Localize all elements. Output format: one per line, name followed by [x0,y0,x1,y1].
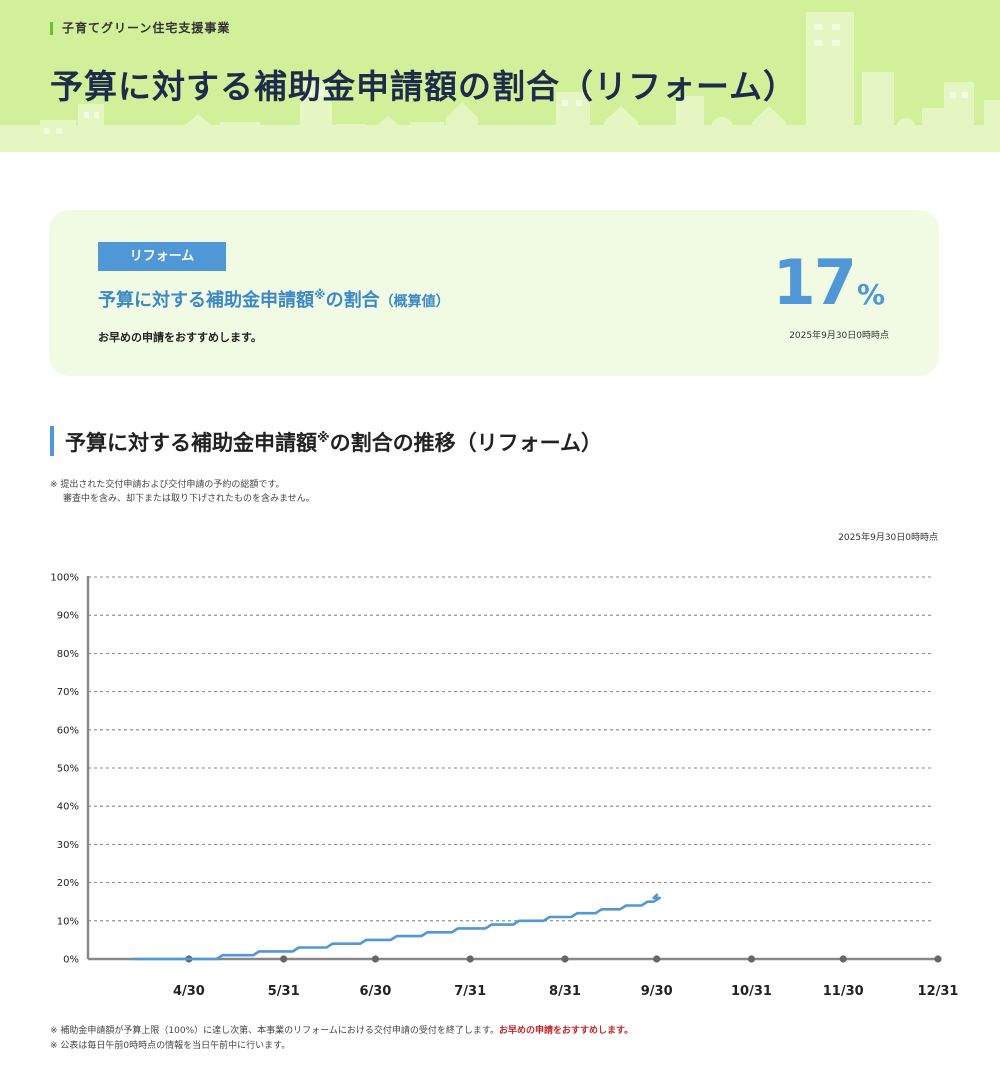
summary-heading-tail: の割合 [325,290,380,311]
x-tick-label: 10/31 [731,984,772,999]
summary-card: リフォーム 予算に対する補助金申請額※の割合（概算値） お早めの申請をおすすめし… [49,210,939,376]
x-tick-label: 6/30 [359,984,391,999]
x-tick-label: 5/31 [268,984,300,999]
footnote-line: ※ 公表は毎日午前0時時点の情報を当日午前中に行います。 [50,1041,291,1051]
footnote-warning: お早めの申請をおすすめします。 [498,1026,634,1036]
summary-heading: 予算に対する補助金申請額※の割合（概算値） [98,286,450,312]
x-tick-label: 12/31 [918,984,959,999]
ratio-value: 17% [773,246,885,319]
x-tick-marker [280,955,288,963]
x-tick-marker [466,955,474,963]
section-title-tail: の割合の推移（リフォーム） [329,431,603,455]
summary-as-of: 2025年9月30日0時時点 [789,331,889,341]
x-tick-label: 4/30 [173,984,205,999]
ratio-unit: % [856,278,885,311]
program-name: 子育てグリーン住宅支援事業 [50,22,230,35]
section-footnote-line: ※ 提出された交付申請および交付申請の予約の総額です。 [50,480,285,490]
summary-heading-main: 予算に対する補助金申請額 [98,290,314,311]
y-tick-label: 60% [57,725,79,736]
category-tag: リフォーム [98,242,226,271]
ratio-number: 17 [772,246,857,319]
series-line [133,893,661,961]
x-tick-marker [561,955,569,963]
y-tick-label: 30% [57,840,79,851]
x-tick-label: 8/31 [549,984,581,999]
y-tick-label: 90% [57,611,79,622]
x-tick-label: 9/30 [641,984,673,999]
y-tick-label: 50% [57,764,79,775]
x-tick-label: 7/31 [454,984,486,999]
page-footnotes: ※ 補助金申請額が予算上限（100%）に達し次第、本事業のリフォームにおける交付… [50,1024,633,1054]
y-tick-label: 10% [57,916,79,927]
y-tick-label: 70% [57,687,79,698]
summary-note: お早めの申請をおすすめします。 [98,331,262,344]
x-tick-marker [934,955,942,963]
y-tick-label: 20% [57,878,79,889]
x-tick-marker [839,955,847,963]
x-tick-label: 11/30 [823,984,864,999]
y-tick-label: 100% [50,573,79,584]
section-footnote: ※ 提出された交付申請および交付申請の予約の総額です。 審査中を含み、却下または… [50,478,315,506]
section-footnote-line: 審査中を含み、却下または取り下げされたものを含みません。 [63,494,315,504]
section-title-main: 予算に対する補助金申請額 [65,431,317,455]
x-tick-marker [747,955,756,963]
page-header: 子育てグリーン住宅支援事業 予算に対する補助金申請額の割合（リフォーム） [0,0,1000,152]
footnote-mark: ※ [314,288,326,302]
page-title: 予算に対する補助金申請額の割合（リフォーム） [50,67,798,106]
footnote-text: ※ 補助金申請額が予算上限（100%）に達し次第、本事業のリフォームにおける交付… [50,1026,499,1036]
footnote-mark: ※ [317,431,330,446]
chart-as-of: 2025年9月30日0時時点 [838,533,938,543]
city-skyline-illustration [0,12,1000,152]
x-tick-marker [371,955,380,963]
line-chart: 0% 10% 20% 30% 40% 50% 60% 70% 80% 90% 100% 4/30 5/3… [50,573,959,1000]
summary-heading-paren: （概算値） [379,294,450,310]
x-tick-marker [653,955,661,963]
y-tick-label: 40% [57,802,79,813]
y-tick-label: 0% [63,955,79,966]
footnote-line: ※ 補助金申請額が予算上限（100%）に達し次第、本事業のリフォームにおける交付… [50,1024,633,1039]
section-title: 予算に対する補助金申請額※の割合の推移（リフォーム） [50,426,602,456]
y-tick-label: 80% [57,649,79,660]
